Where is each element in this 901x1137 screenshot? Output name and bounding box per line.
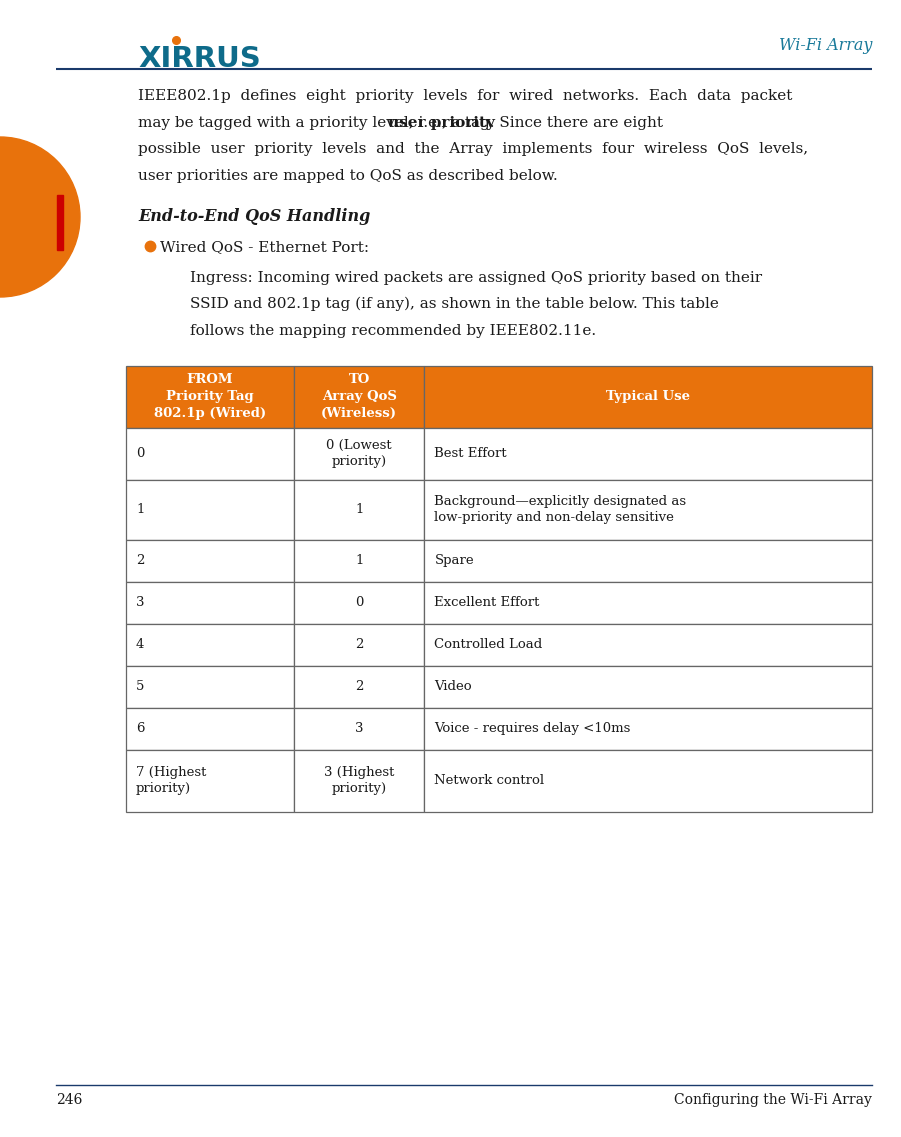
Text: 7 (Highest
priority): 7 (Highest priority) [136, 766, 206, 796]
Bar [57, 196, 62, 250]
Text: Voice - requires delay <10ms: Voice - requires delay <10ms [434, 722, 631, 736]
Text: 6: 6 [136, 722, 144, 736]
Text: Typical Use: Typical Use [606, 390, 690, 404]
Bar [294, 428, 424, 480]
Bar [424, 480, 872, 540]
Text: 0: 0 [136, 448, 144, 460]
Bar [424, 428, 872, 480]
Bar [126, 366, 294, 428]
Text: user priority: user priority [387, 116, 495, 130]
Bar [126, 750, 294, 812]
Bar [294, 480, 424, 540]
Text: Video: Video [434, 680, 472, 694]
Text: 5: 5 [136, 680, 144, 694]
Text: TO
Array QoS
(Wireless): TO Array QoS (Wireless) [321, 373, 397, 421]
Text: Configuring the Wi-Fi Array: Configuring the Wi-Fi Array [674, 1093, 872, 1107]
Text: 2: 2 [136, 555, 144, 567]
Bar [424, 708, 872, 750]
Bar [126, 708, 294, 750]
Text: tag. Since there are eight: tag. Since there are eight [460, 116, 663, 130]
Text: 4: 4 [136, 638, 144, 652]
Circle shape [0, 136, 80, 297]
Bar [294, 750, 424, 812]
Bar [294, 366, 424, 428]
Text: Spare: Spare [434, 555, 474, 567]
Text: follows the mapping recommended by IEEE802.11e.: follows the mapping recommended by IEEE8… [190, 324, 596, 338]
Bar [424, 582, 872, 624]
Text: 2: 2 [355, 680, 363, 694]
Bar [126, 582, 294, 624]
Text: Excellent Effort: Excellent Effort [434, 597, 540, 609]
Text: 3 (Highest
priority): 3 (Highest priority) [324, 766, 395, 796]
Bar [294, 540, 424, 582]
Text: Best Effort: Best Effort [434, 448, 507, 460]
Text: 246: 246 [56, 1093, 82, 1107]
Bar [424, 624, 872, 666]
Text: possible  user  priority  levels  and  the  Array  implements  four  wireless  Q: possible user priority levels and the Ar… [138, 142, 808, 156]
Text: 1: 1 [136, 504, 144, 516]
Bar [424, 666, 872, 708]
Bar [294, 624, 424, 666]
Bar [126, 540, 294, 582]
Text: 0: 0 [355, 597, 363, 609]
Text: 3: 3 [136, 597, 144, 609]
Bar [126, 428, 294, 480]
Bar [126, 624, 294, 666]
Text: 1: 1 [355, 555, 363, 567]
Text: Controlled Load: Controlled Load [434, 638, 542, 652]
Bar [424, 750, 872, 812]
Text: XIRRUS: XIRRUS [138, 45, 260, 73]
Bar [294, 666, 424, 708]
Text: 0 (Lowest
priority): 0 (Lowest priority) [326, 439, 392, 468]
Text: 2: 2 [355, 638, 363, 652]
Text: IEEE802.1p  defines  eight  priority  levels  for  wired  networks.  Each  data : IEEE802.1p defines eight priority levels… [138, 89, 792, 103]
Text: End-to-End QoS Handling: End-to-End QoS Handling [138, 208, 370, 225]
Bar [126, 666, 294, 708]
Text: Wi-Fi Array: Wi-Fi Array [778, 38, 872, 53]
Text: may be tagged with a priority level, i.e., a: may be tagged with a priority level, i.e… [138, 116, 466, 130]
Bar [294, 708, 424, 750]
Bar [424, 540, 872, 582]
Bar [424, 366, 872, 428]
Text: Background—explicitly designated as
low-priority and non-delay sensitive: Background—explicitly designated as low-… [434, 496, 687, 524]
Bar [294, 582, 424, 624]
Bar [126, 480, 294, 540]
Text: 3: 3 [355, 722, 363, 736]
Text: Ingress: Incoming wired packets are assigned QoS priority based on their: Ingress: Incoming wired packets are assi… [190, 271, 762, 284]
Text: Wired QoS - Ethernet Port:: Wired QoS - Ethernet Port: [160, 240, 369, 254]
Text: SSID and 802.1p tag (if any), as shown in the table below. This table: SSID and 802.1p tag (if any), as shown i… [190, 297, 719, 312]
Text: user priorities are mapped to QoS as described below.: user priorities are mapped to QoS as des… [138, 168, 558, 183]
Text: FROM
Priority Tag
802.1p (Wired): FROM Priority Tag 802.1p (Wired) [154, 373, 266, 421]
Text: 1: 1 [355, 504, 363, 516]
Text: Network control: Network control [434, 774, 544, 788]
